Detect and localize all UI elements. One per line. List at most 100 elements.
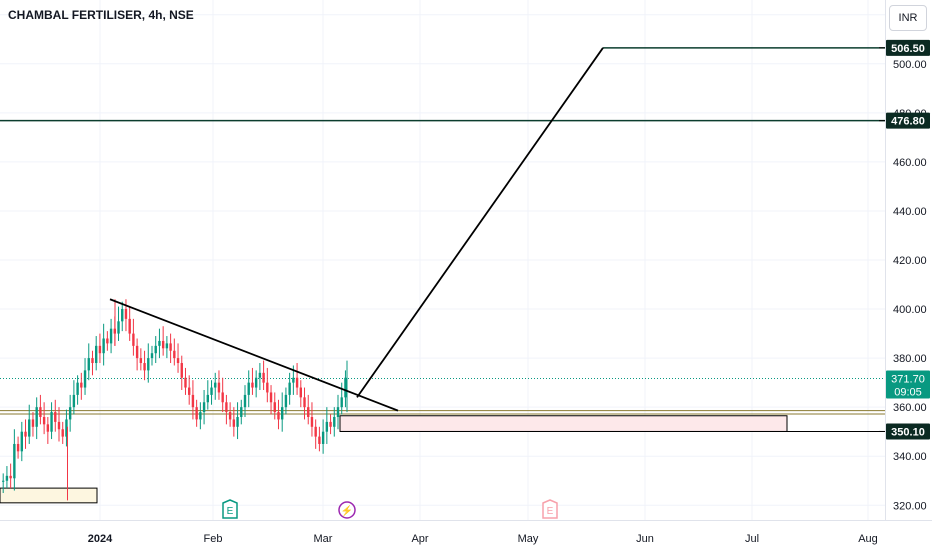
candle bbox=[135, 345, 139, 359]
candle bbox=[318, 436, 321, 444]
price-label-box bbox=[886, 112, 930, 129]
candle bbox=[106, 338, 109, 344]
candle bbox=[150, 353, 154, 359]
candle bbox=[165, 343, 169, 349]
candle bbox=[214, 382, 217, 388]
candle bbox=[221, 392, 224, 403]
candle bbox=[295, 377, 299, 388]
x-tick-label: Aug bbox=[858, 533, 878, 545]
candle bbox=[95, 345, 98, 364]
candle bbox=[195, 407, 198, 420]
candle bbox=[307, 407, 310, 417]
candle bbox=[277, 412, 280, 420]
x-tick-label: 2024 bbox=[88, 533, 113, 545]
x-tick-label: Feb bbox=[204, 533, 223, 545]
x-tick-label: Mar bbox=[314, 533, 333, 545]
currency-button[interactable]: INR bbox=[889, 5, 927, 31]
price-label: 476.80 bbox=[891, 116, 925, 128]
price-label: 506.50 bbox=[891, 43, 925, 55]
descending-trendline bbox=[109, 298, 399, 412]
candle bbox=[169, 343, 172, 351]
y-tick-label: 340.00 bbox=[893, 451, 927, 463]
candle bbox=[109, 328, 113, 344]
candle bbox=[143, 363, 146, 371]
candle bbox=[180, 363, 183, 378]
candle bbox=[340, 397, 343, 408]
candle bbox=[202, 402, 206, 413]
candle bbox=[303, 397, 306, 408]
x-tick-label: May bbox=[518, 533, 539, 545]
candle bbox=[228, 412, 232, 420]
price-label: 350.10 bbox=[891, 426, 925, 438]
dividend-icon[interactable]: ⚡ bbox=[338, 501, 356, 519]
candle bbox=[232, 419, 236, 427]
candle bbox=[24, 431, 27, 437]
price-label-box bbox=[886, 423, 930, 440]
candle bbox=[161, 340, 165, 349]
candle bbox=[266, 382, 269, 393]
candle bbox=[173, 350, 176, 359]
candle bbox=[124, 309, 128, 319]
candle bbox=[243, 394, 247, 408]
candle bbox=[102, 338, 105, 354]
candle bbox=[13, 443, 16, 479]
candle bbox=[329, 421, 332, 427]
candle bbox=[240, 407, 243, 417]
candle bbox=[321, 431, 325, 444]
last-price-box bbox=[886, 370, 930, 399]
candle bbox=[31, 419, 35, 427]
candle bbox=[65, 419, 68, 437]
y-tick-label: 360.00 bbox=[893, 402, 927, 414]
candle bbox=[254, 377, 258, 388]
candle bbox=[269, 392, 273, 403]
candle bbox=[76, 382, 79, 395]
earnings-icon[interactable]: E bbox=[222, 499, 238, 519]
candle bbox=[299, 387, 302, 398]
candle bbox=[325, 421, 329, 432]
candle bbox=[217, 382, 221, 393]
candle bbox=[310, 416, 314, 427]
candle bbox=[68, 407, 72, 420]
candle bbox=[72, 394, 76, 408]
candle bbox=[284, 394, 288, 408]
y-tick-label: 500.00 bbox=[893, 59, 927, 71]
x-tick-label: Jun bbox=[636, 533, 654, 545]
last-price-label: 371.70 bbox=[891, 373, 925, 385]
candle bbox=[333, 416, 336, 427]
candle bbox=[154, 345, 157, 354]
svg-text:⚡: ⚡ bbox=[341, 504, 353, 517]
chart-title: CHAMBAL FERTILISER, 4h, NSE bbox=[8, 8, 194, 22]
candle bbox=[50, 412, 53, 432]
candle bbox=[98, 345, 102, 354]
candle bbox=[288, 382, 291, 395]
candle bbox=[35, 407, 38, 427]
candle bbox=[54, 412, 57, 422]
earnings-icon[interactable]: E bbox=[542, 499, 558, 519]
demand-zone-right bbox=[339, 415, 788, 432]
projection-line bbox=[356, 47, 604, 398]
candle bbox=[121, 309, 124, 322]
candle bbox=[42, 416, 46, 425]
candle bbox=[2, 480, 5, 482]
candle bbox=[147, 358, 150, 371]
candle bbox=[258, 372, 262, 378]
candle bbox=[262, 372, 265, 383]
candle bbox=[128, 318, 131, 334]
y-tick-label: 320.00 bbox=[893, 500, 927, 512]
candle bbox=[5, 475, 9, 481]
svg-text:E: E bbox=[547, 506, 554, 517]
y-tick-label: 460.00 bbox=[893, 157, 927, 169]
candle bbox=[80, 382, 83, 388]
candle bbox=[210, 387, 213, 395]
candle bbox=[247, 382, 250, 395]
candle bbox=[57, 421, 61, 430]
candle bbox=[225, 402, 228, 413]
y-tick-label: 380.00 bbox=[893, 353, 927, 365]
candle bbox=[206, 394, 209, 403]
candle bbox=[336, 407, 340, 417]
candle bbox=[83, 370, 87, 388]
y-tick-label: 420.00 bbox=[893, 255, 927, 267]
demand-zone-left bbox=[0, 487, 98, 504]
candle bbox=[251, 382, 254, 388]
